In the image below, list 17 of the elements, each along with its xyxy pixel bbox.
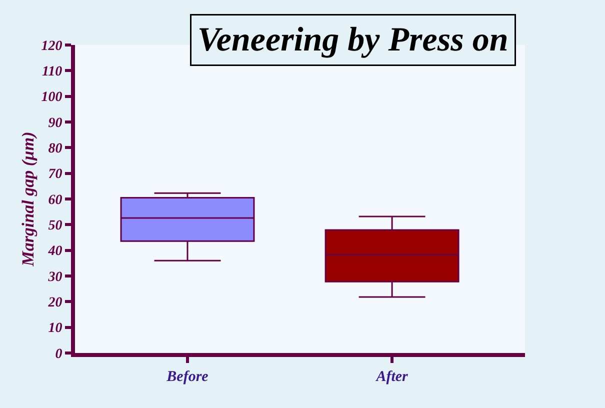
y-tick-label: 120 (41, 38, 62, 54)
y-tick-label: 20 (47, 296, 62, 311)
y-tick-label: 70 (48, 167, 62, 182)
x-tick-label: Before (166, 369, 209, 385)
x-tick-label: After (375, 369, 408, 385)
y-tick-label: 10 (48, 321, 62, 336)
y-tick-label: 90 (48, 116, 62, 131)
y-tick-label: 100 (41, 90, 62, 106)
y-tick-label: 80 (48, 142, 62, 157)
chart-title: Veneering by Press on (198, 22, 508, 58)
y-tick-label: 0 (55, 346, 62, 362)
y-tick-label: 50 (48, 218, 62, 234)
y-tick-label: 30 (47, 270, 62, 285)
y-tick-label: 110 (42, 64, 62, 80)
y-tick-label: 40 (47, 244, 62, 260)
y-tick-label: 60 (48, 192, 62, 208)
y-axis-title: Marginal gap (µm) (18, 132, 38, 268)
